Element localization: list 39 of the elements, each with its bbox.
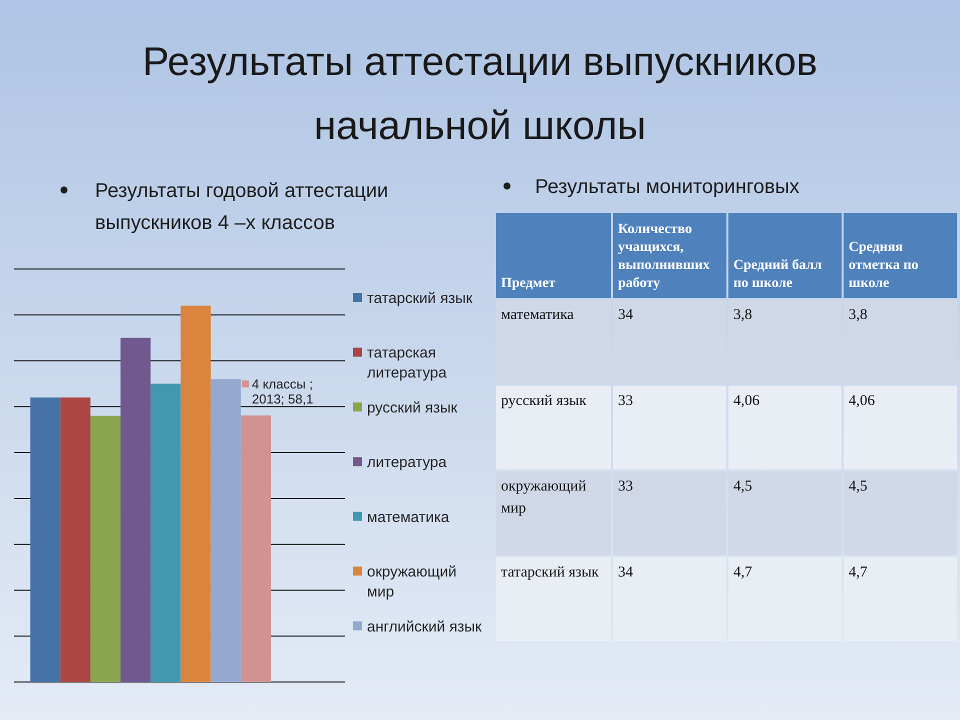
series-label: Количество учащихся, выполнивших работу <box>618 222 710 291</box>
legend-label: окружающий мир <box>367 564 456 601</box>
data-label: 4,7 <box>733 564 753 580</box>
bar <box>150 384 181 682</box>
bar <box>60 397 90 682</box>
data-label: 4,5 <box>848 478 868 494</box>
data-label: 33 <box>618 478 633 494</box>
text: Предмет <box>501 276 556 291</box>
legend-label: русский язык <box>367 399 458 416</box>
legend-label: английский язык <box>367 618 482 636</box>
text: Результаты мониторинговых <box>535 176 800 198</box>
legend-label: литература <box>367 454 448 472</box>
bar <box>210 379 241 682</box>
category-label: татарский язык <box>501 564 600 580</box>
data-label: 33 <box>618 392 633 409</box>
bar <box>30 397 60 682</box>
legend-label: татарская литература <box>367 344 448 382</box>
series-label: Средний балл по школе <box>733 258 822 291</box>
category-label: русский язык <box>501 392 588 409</box>
bar <box>180 306 211 682</box>
data-label: 3,8 <box>733 307 752 323</box>
data-label: 34 <box>618 564 634 580</box>
data-label: 4,06 <box>848 392 876 409</box>
data-label: 4,7 <box>848 564 868 580</box>
bar <box>120 338 151 682</box>
legend-label: татарский язык <box>367 290 473 307</box>
data-label: 4 классы ; 2013; 58,1 <box>252 376 314 406</box>
legend-label: математика <box>367 508 450 526</box>
data-label: 34 <box>618 307 634 323</box>
chart-subtitle: Результаты годовой аттестации выпускников 4 –х классов <box>95 180 388 234</box>
data-label: 3,8 <box>848 307 868 323</box>
category-label: окружающий мир <box>501 478 586 516</box>
text: Результаты аттестации выпускников начальной школы <box>142 40 818 148</box>
bar <box>240 415 271 682</box>
category-label: математика <box>501 307 574 323</box>
data-label: 4,06 <box>733 392 760 409</box>
series-label: Средняя отметка по школе <box>848 240 918 291</box>
data-label: 4,5 <box>733 478 752 494</box>
bar <box>90 416 121 682</box>
